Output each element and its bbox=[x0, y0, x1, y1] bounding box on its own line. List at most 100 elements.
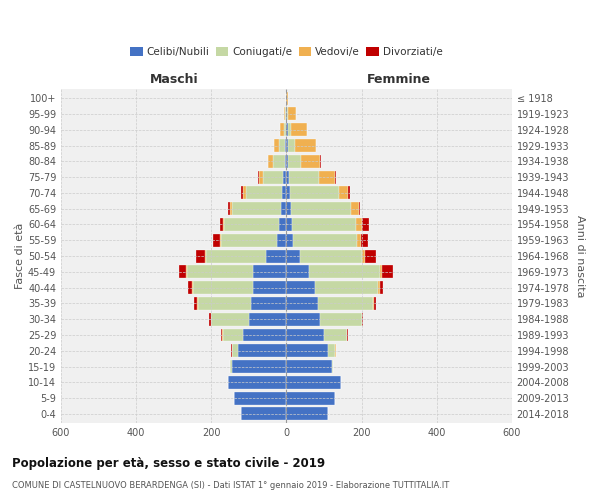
Bar bbox=[319, 297, 373, 310]
Bar bbox=[365, 250, 376, 262]
Bar bbox=[301, 155, 320, 168]
Bar bbox=[230, 202, 232, 215]
Bar bbox=[279, 139, 285, 152]
Legend: Celibi/Nubili, Coniugati/e, Vedovi/e, Divorziati/e: Celibi/Nubili, Coniugati/e, Vedovi/e, Di… bbox=[126, 43, 447, 62]
Bar bbox=[380, 266, 382, 278]
Bar bbox=[324, 328, 347, 342]
Bar bbox=[362, 218, 369, 231]
Bar bbox=[286, 92, 289, 104]
Bar bbox=[234, 392, 286, 404]
Bar bbox=[258, 170, 259, 183]
Bar bbox=[286, 281, 314, 294]
Bar bbox=[290, 186, 339, 200]
Bar bbox=[382, 266, 394, 278]
Bar bbox=[357, 234, 361, 246]
Bar bbox=[253, 281, 286, 294]
Text: Femmine: Femmine bbox=[367, 73, 431, 86]
Bar bbox=[347, 328, 348, 342]
Bar bbox=[289, 155, 301, 168]
Bar bbox=[232, 202, 281, 215]
Bar bbox=[287, 124, 290, 136]
Bar bbox=[309, 266, 380, 278]
Bar bbox=[193, 281, 253, 294]
Bar bbox=[280, 124, 284, 136]
Bar bbox=[268, 155, 273, 168]
Bar bbox=[281, 202, 286, 215]
Bar bbox=[284, 155, 286, 168]
Bar bbox=[286, 408, 328, 420]
Bar bbox=[286, 155, 289, 168]
Bar bbox=[213, 234, 220, 246]
Bar bbox=[228, 202, 230, 215]
Text: COMUNE DI CASTELNUOVO BERARDENGA (SI) - Dati ISTAT 1° gennaio 2019 - Elaborazion: COMUNE DI CASTELNUOVO BERARDENGA (SI) - … bbox=[12, 480, 449, 490]
Bar bbox=[351, 202, 359, 215]
Bar bbox=[223, 328, 243, 342]
Bar bbox=[292, 218, 356, 231]
Bar bbox=[362, 312, 364, 326]
Bar bbox=[211, 312, 249, 326]
Bar bbox=[243, 186, 246, 200]
Bar bbox=[286, 297, 319, 310]
Bar bbox=[274, 139, 279, 152]
Bar bbox=[286, 312, 320, 326]
Bar bbox=[266, 250, 286, 262]
Bar bbox=[186, 266, 187, 278]
Bar bbox=[289, 170, 319, 183]
Bar bbox=[339, 186, 349, 200]
Bar bbox=[241, 186, 243, 200]
Bar bbox=[286, 186, 290, 200]
Bar bbox=[286, 234, 293, 246]
Bar bbox=[286, 124, 287, 136]
Bar bbox=[299, 250, 362, 262]
Bar bbox=[179, 266, 186, 278]
Bar bbox=[253, 266, 286, 278]
Bar bbox=[286, 360, 332, 373]
Bar bbox=[290, 124, 307, 136]
Y-axis label: Fasce di età: Fasce di età bbox=[15, 223, 25, 289]
Bar bbox=[286, 250, 299, 262]
Bar bbox=[286, 392, 335, 404]
Bar bbox=[286, 266, 309, 278]
Bar bbox=[194, 297, 197, 310]
Bar bbox=[332, 360, 334, 373]
Bar bbox=[279, 218, 286, 231]
Bar bbox=[286, 170, 289, 183]
Y-axis label: Anni di nascita: Anni di nascita bbox=[575, 215, 585, 298]
Bar bbox=[286, 218, 292, 231]
Bar bbox=[291, 202, 351, 215]
Bar bbox=[209, 312, 211, 326]
Bar bbox=[251, 297, 286, 310]
Bar bbox=[362, 250, 365, 262]
Bar bbox=[320, 155, 321, 168]
Bar bbox=[320, 312, 362, 326]
Bar bbox=[196, 250, 205, 262]
Bar bbox=[228, 376, 286, 389]
Bar bbox=[232, 360, 286, 373]
Bar bbox=[285, 139, 286, 152]
Bar bbox=[282, 186, 286, 200]
Bar bbox=[273, 155, 284, 168]
Bar bbox=[288, 139, 295, 152]
Bar bbox=[374, 297, 376, 310]
Bar bbox=[380, 281, 383, 294]
Bar bbox=[286, 202, 291, 215]
Bar bbox=[259, 170, 263, 183]
Bar bbox=[286, 376, 341, 389]
Bar bbox=[220, 234, 221, 246]
Bar bbox=[263, 170, 283, 183]
Bar bbox=[314, 281, 379, 294]
Text: Maschi: Maschi bbox=[149, 73, 198, 86]
Bar bbox=[319, 170, 335, 183]
Bar bbox=[289, 108, 296, 120]
Bar bbox=[197, 297, 198, 310]
Bar bbox=[286, 328, 324, 342]
Bar bbox=[373, 297, 374, 310]
Bar bbox=[285, 108, 286, 120]
Bar bbox=[221, 234, 277, 246]
Bar bbox=[222, 328, 223, 342]
Bar bbox=[206, 250, 266, 262]
Bar bbox=[249, 312, 286, 326]
Bar bbox=[284, 124, 286, 136]
Bar bbox=[283, 170, 286, 183]
Bar bbox=[198, 297, 251, 310]
